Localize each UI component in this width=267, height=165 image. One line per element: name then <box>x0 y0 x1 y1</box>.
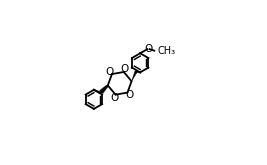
Text: O: O <box>110 93 119 103</box>
Polygon shape <box>132 71 137 81</box>
Text: O: O <box>145 44 153 54</box>
Text: O: O <box>125 90 134 100</box>
Text: O: O <box>121 64 129 74</box>
Text: O: O <box>106 67 114 77</box>
Text: CH₃: CH₃ <box>157 46 175 56</box>
